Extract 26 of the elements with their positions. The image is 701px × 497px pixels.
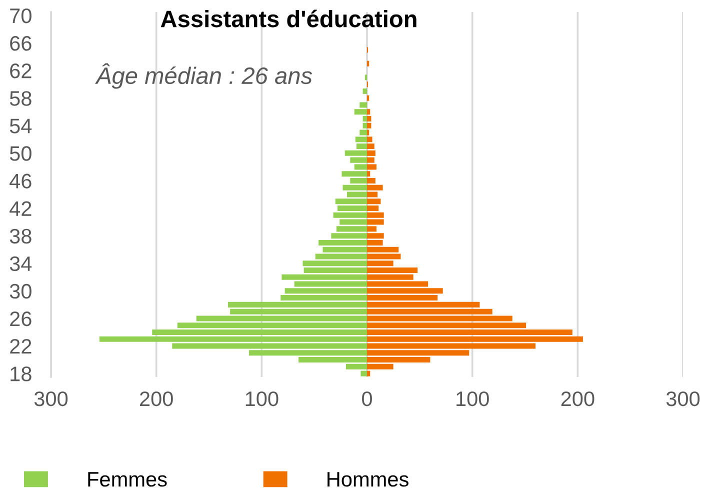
y-tick-label: 62 [10, 64, 32, 78]
x-tick-label: 200 [561, 391, 594, 406]
y-tick-label: 38 [10, 228, 32, 244]
x-tick-label: 300 [34, 391, 68, 406]
y-tick-label: 26 [10, 311, 32, 326]
x-tick-label: 100 [456, 391, 489, 406]
y-tick-label: 42 [10, 201, 32, 216]
bar [362, 88, 367, 94]
y-tick-label: 22 [10, 339, 32, 354]
y-tick-label: 70 [10, 8, 32, 24]
annotation: Âge médian : 26 ans [95, 63, 312, 89]
x-tick-label: 0 [362, 391, 372, 406]
x-tick-label: 100 [246, 391, 278, 406]
legend-label: Hommes [328, 472, 408, 487]
y-tick-label: 30 [10, 284, 32, 299]
legend-label: Femmes [88, 472, 167, 487]
y-tick-label: 58 [10, 91, 32, 106]
y-tick-label: 50 [10, 146, 32, 161]
y-tick-label: 18 [10, 366, 32, 382]
y-tick-label: 34 [10, 256, 32, 272]
y-tick-label: 46 [10, 174, 32, 188]
x-tick-label: 200 [140, 391, 173, 406]
x-tick-label: 300 [666, 391, 700, 406]
chart-title: Assistants d'éducation [160, 10, 416, 28]
y-tick-label: 66 [10, 36, 32, 51]
y-tick-label: 54 [10, 118, 32, 134]
